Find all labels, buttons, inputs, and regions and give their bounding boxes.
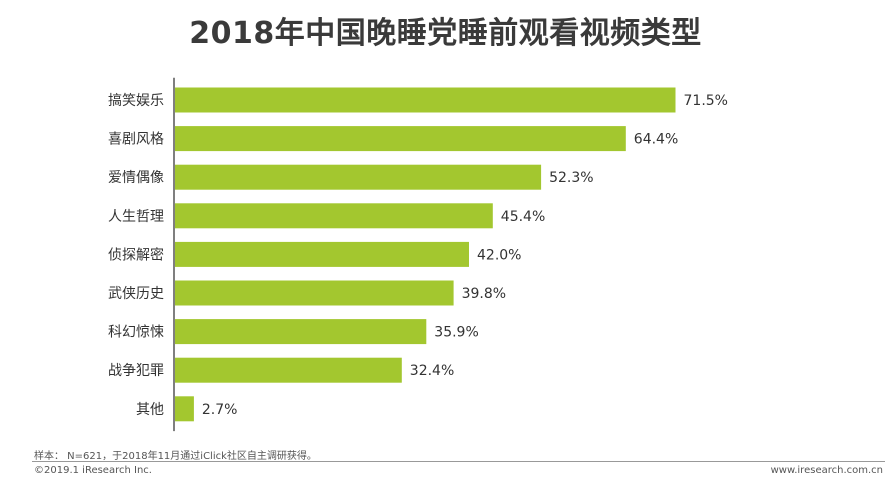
category-label-3: 人生哲理	[108, 209, 164, 225]
category-label-0: 搞笑娱乐	[108, 93, 164, 109]
value-label-5: 39.8%	[462, 286, 506, 302]
value-label-7: 32.4%	[410, 363, 454, 379]
value-label-6: 35.9%	[434, 325, 478, 341]
bar-5	[175, 280, 454, 306]
value-label-2: 52.3%	[549, 170, 593, 186]
bar-7	[175, 357, 402, 383]
bar-0	[175, 87, 676, 113]
value-label-1: 64.4%	[634, 132, 678, 148]
footer-divider	[32, 461, 885, 462]
category-label-2: 爱情偶像	[108, 170, 164, 186]
category-label-7: 战争犯罪	[108, 363, 164, 379]
bar-1	[175, 126, 626, 152]
bar-4	[175, 241, 469, 267]
value-label-0: 71.5%	[684, 93, 728, 109]
value-label-8: 2.7%	[202, 402, 238, 418]
website-link: www.iresearch.com.cn	[770, 465, 883, 476]
category-label-6: 科幻惊悚	[108, 325, 164, 341]
category-label-8: 其他	[136, 402, 164, 418]
bar-6	[175, 319, 427, 345]
copyright-text: ©2019.1 iResearch Inc.	[34, 465, 152, 476]
bar-3	[175, 203, 493, 229]
value-label-3: 45.4%	[501, 209, 545, 225]
sample-note: 样本： N=621，于2018年11月通过iClick社区自主调研获得。	[34, 451, 317, 462]
category-label-4: 侦探解密	[108, 246, 164, 263]
category-label-1: 喜剧风格	[108, 132, 164, 148]
category-label-5: 武侠历史	[108, 286, 164, 302]
bar-8	[175, 396, 194, 422]
bar-2	[175, 164, 542, 190]
value-label-4: 42.0%	[477, 247, 521, 263]
chart-title: 2018年中国晚睡党睡前观看视频类型	[189, 16, 702, 51]
